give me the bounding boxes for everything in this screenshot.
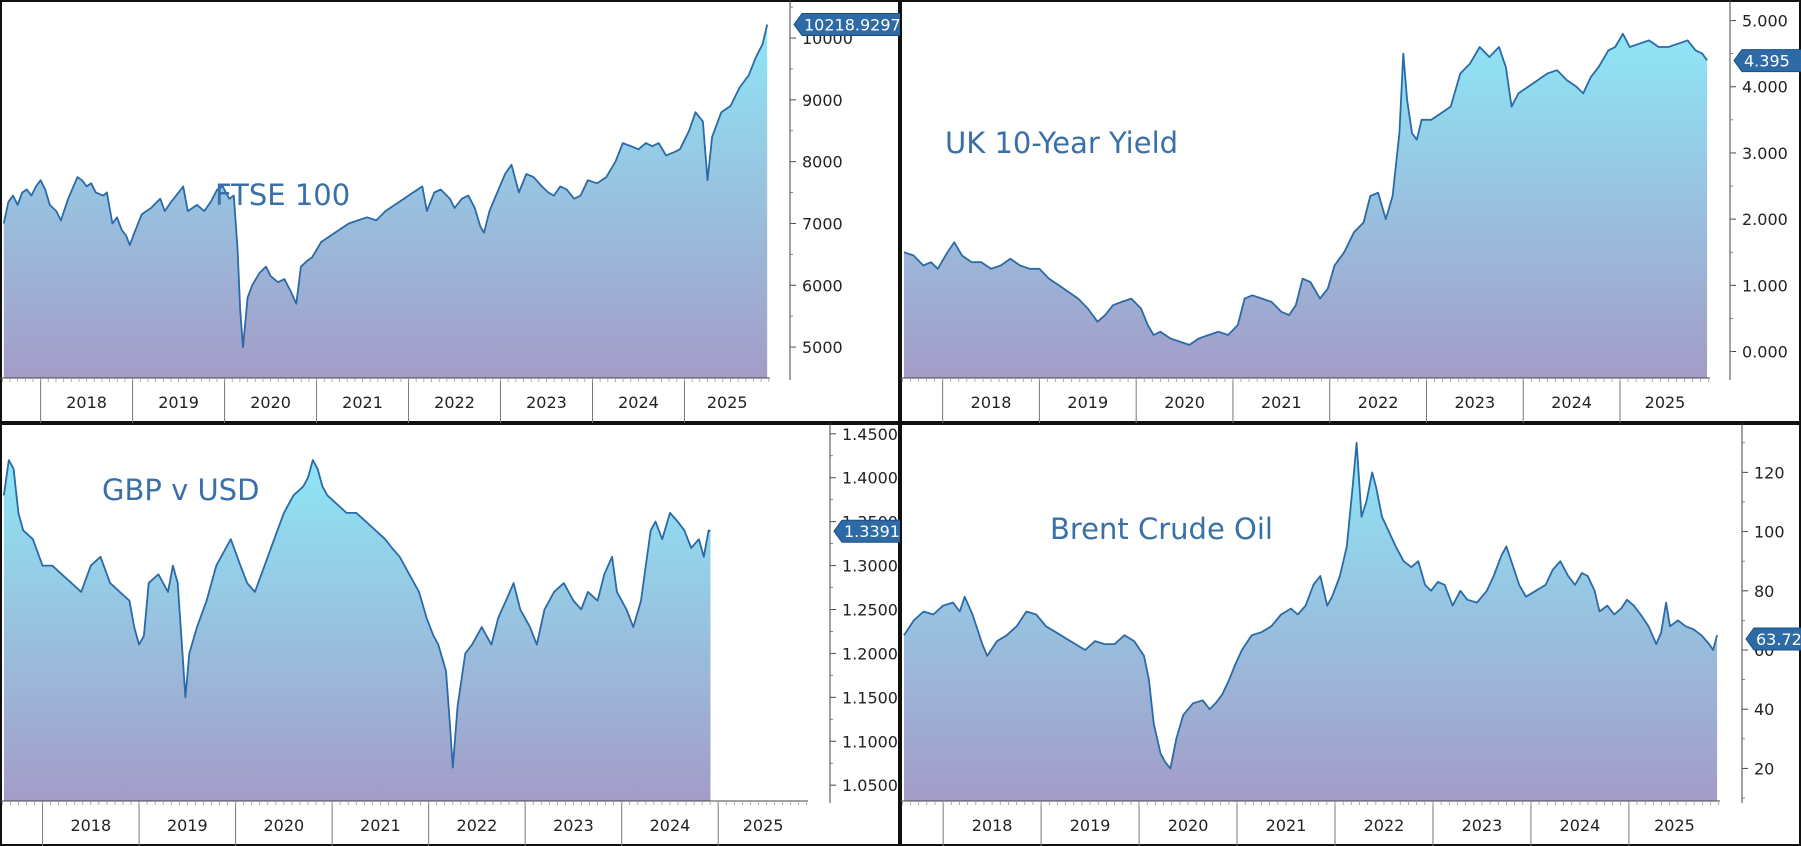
- ftse-100-x-tick-label: 2020: [250, 393, 291, 412]
- brent-crude-oil-y-tick-label: 120: [1754, 463, 1785, 482]
- uk-10-year-yield-x-tick-label: 2019: [1067, 393, 1108, 412]
- ftse-100-y-tick-label: 9000: [802, 91, 843, 110]
- ftse-100-x-tick-label: 2018: [66, 393, 107, 412]
- gbp-v-usd-x-tick-label: 2024: [650, 816, 691, 835]
- ftse-100-title: FTSE 100: [215, 178, 350, 212]
- gbp-v-usd-chart: 2018 2019 2020 2021 2022 2023 2024 2025 1.0500 1.…: [0, 423, 900, 846]
- gbp-v-usd-y-tick-label: 1.4000: [842, 469, 898, 488]
- uk-10-year-yield-last-value-label: 4.395: [1744, 52, 1790, 71]
- brent-crude-oil-last-value-tag: 63.72: [1745, 627, 1801, 651]
- uk-10-year-yield-area: [903, 33, 1708, 379]
- gbp-v-usd-x-tick-label: 2021: [360, 816, 401, 835]
- uk-10-year-yield-x-tick-label: 2024: [1551, 393, 1592, 412]
- ftse-100-last-value-label: 10218.9297: [804, 15, 900, 34]
- uk-10-year-yield-y-tick-label: 3.000: [1742, 144, 1788, 163]
- uk-10-year-yield-y-tick-label: 5.000: [1742, 12, 1788, 31]
- uk-10-year-yield-last-value-badge: [1733, 49, 1801, 73]
- brent-crude-oil-last-value-badge: [1745, 627, 1801, 651]
- gbp-v-usd-x-tick-label: 2020: [263, 816, 304, 835]
- ftse-100-x-tick-label: 2023: [526, 393, 567, 412]
- ftse-100-last-value-badge: [793, 12, 900, 36]
- gbp-v-usd-y-tick-label: 1.0500: [842, 776, 898, 795]
- gbp-v-usd-y-tick-label: 1.2000: [842, 644, 898, 663]
- uk-10-year-yield-line: [903, 32, 1708, 346]
- uk-10-year-yield-x-tick-label: 2022: [1358, 393, 1399, 412]
- brent-crude-oil-last-value-label: 63.72: [1756, 630, 1801, 649]
- gbp-v-usd-y-tick-label: 1.1500: [842, 688, 898, 707]
- brent-crude-oil-y-tick-label: 100: [1754, 523, 1785, 542]
- brent-crude-oil-x-tick-label: 2019: [1070, 816, 1111, 835]
- ftse-100-x-tick-label: 2024: [618, 393, 659, 412]
- ftse-100-x-tick-label: 2019: [158, 393, 199, 412]
- ftse-100-area: [3, 24, 768, 378]
- ftse-100-x-tick-label: 2022: [434, 393, 475, 412]
- brent-crude-oil-x-tick-label: 2022: [1364, 816, 1405, 835]
- uk-10-year-yield-x-tick-label: 2023: [1454, 393, 1495, 412]
- ftse-100-y-tick-label: 7000: [802, 214, 843, 233]
- gbp-v-usd-title: GBP v USD: [102, 473, 259, 507]
- gbp-v-usd-y-tick-label: 1.4500: [842, 425, 898, 444]
- brent-crude-oil-x-tick-label: 2023: [1462, 816, 1503, 835]
- ftse-100-x-tick-label: 2025: [707, 393, 748, 412]
- brent-crude-oil-chart: 2018 2019 2020 2021 2022 2023 2024 202520406080…: [900, 423, 1801, 846]
- uk-10-year-yield-x-tick-label: 2020: [1164, 393, 1205, 412]
- gbp-v-usd-y-tick-label: 1.1000: [842, 732, 898, 751]
- uk-10-year-yield-y-tick-label: 2.000: [1742, 210, 1788, 229]
- uk-10-year-yield-last-value-tag: 4.395: [1733, 49, 1801, 73]
- ftse-100-y-tick-label: 6000: [802, 276, 843, 295]
- ftse-100-x-tick-label: 2021: [342, 393, 383, 412]
- gbp-v-usd-x-tick-label: 2023: [553, 816, 594, 835]
- brent-crude-oil-area: [904, 442, 1718, 801]
- brent-crude-oil-y-tick-label: 20: [1754, 759, 1774, 778]
- ftse-100-y-tick-label: 5000: [802, 338, 843, 357]
- gbp-v-usd-area: [3, 460, 711, 801]
- brent-crude-oil-x-tick-label: 2021: [1266, 816, 1307, 835]
- ftse-100-last-value-tag: 10218.9297: [793, 12, 900, 36]
- gbp-v-usd-x-tick-label: 2018: [70, 816, 111, 835]
- brent-crude-oil-x-tick-label: 2020: [1168, 816, 1209, 835]
- gbp-v-usd-line: [3, 459, 711, 769]
- gbp-v-usd-x-tick-label: 2025: [743, 816, 784, 835]
- gbp-v-usd-x-tick-label: 2019: [167, 816, 208, 835]
- brent-crude-oil-y-tick-label: 40: [1754, 700, 1774, 719]
- uk-10-year-yield-chart: 2018 2019 2020 2021 2022 2023 2024 2025 0.000 1.0…: [900, 0, 1801, 423]
- gbp-v-usd-y-tick-label: 1.3000: [842, 557, 898, 576]
- gbp-v-usd-last-value-label: 1.3391: [844, 522, 900, 541]
- brent-crude-oil-x-tick-label: 2024: [1560, 816, 1601, 835]
- gbp-v-usd-y-tick-label: 1.2500: [842, 600, 898, 619]
- ftse-100-line: [2, 24, 769, 348]
- uk-10-year-yield-x-tick-label: 2021: [1261, 393, 1302, 412]
- brent-crude-oil-line: [903, 441, 1718, 770]
- uk-10-year-yield-x-tick-label: 2018: [971, 393, 1012, 412]
- brent-crude-oil-y-tick-label: 80: [1754, 582, 1774, 601]
- ftse-100-y-tick-label: 8000: [802, 153, 843, 172]
- gbp-v-usd-last-value-badge: [833, 519, 900, 543]
- brent-crude-oil-x-tick-label: 2025: [1654, 816, 1695, 835]
- gbp-v-usd-last-value-tag: 1.3391: [833, 519, 900, 543]
- brent-crude-oil-x-tick-label: 2018: [972, 816, 1013, 835]
- gbp-v-usd-x-tick-label: 2022: [457, 816, 498, 835]
- ftse-100-chart: 2018 2019 2020 2021 2022 2023 2024 2025 5000 6000…: [0, 0, 900, 423]
- uk-10-year-yield-y-tick-label: 4.000: [1742, 78, 1788, 97]
- uk-10-year-yield-y-tick-label: 1.000: [1742, 276, 1788, 295]
- brent-crude-oil-title: Brent Crude Oil: [1050, 512, 1273, 546]
- uk-10-year-yield-y-tick-label: 0.000: [1742, 343, 1788, 362]
- uk-10-year-yield-x-tick-label: 2025: [1645, 393, 1686, 412]
- uk-10-year-yield-title: UK 10-Year Yield: [945, 126, 1178, 160]
